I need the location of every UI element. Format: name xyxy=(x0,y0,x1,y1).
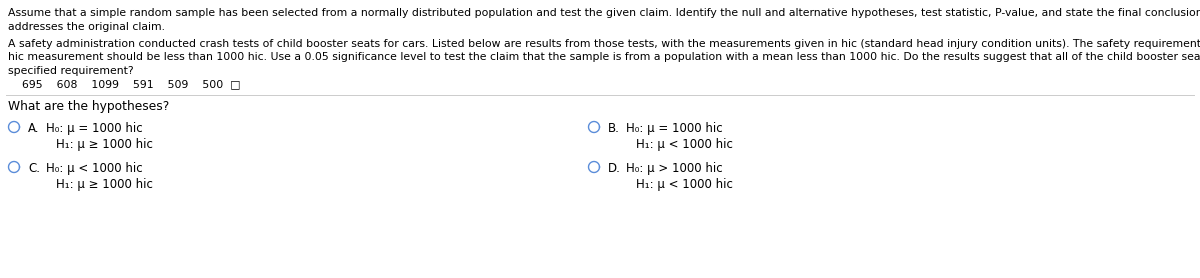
Text: H₀: μ > 1000 hic: H₀: μ > 1000 hic xyxy=(626,162,722,175)
Text: B.: B. xyxy=(608,122,620,135)
Text: Assume that a simple random sample has been selected from a normally distributed: Assume that a simple random sample has b… xyxy=(8,8,1200,18)
Text: H₀: μ = 1000 hic: H₀: μ = 1000 hic xyxy=(626,122,722,135)
Text: H₁: μ ≥ 1000 hic: H₁: μ ≥ 1000 hic xyxy=(56,138,152,151)
Text: A.: A. xyxy=(28,122,40,135)
Text: H₁: μ < 1000 hic: H₁: μ < 1000 hic xyxy=(636,138,733,151)
Text: 695    608    1099    591    509    500  □: 695 608 1099 591 509 500 □ xyxy=(8,80,240,90)
Text: specified requirement?: specified requirement? xyxy=(8,66,133,76)
Text: H₁: μ ≥ 1000 hic: H₁: μ ≥ 1000 hic xyxy=(56,178,152,191)
Text: hic measurement should be less than 1000 hic. Use a 0.05 significance level to t: hic measurement should be less than 1000… xyxy=(8,53,1200,63)
Text: addresses the original claim.: addresses the original claim. xyxy=(8,21,166,31)
Text: H₁: μ < 1000 hic: H₁: μ < 1000 hic xyxy=(636,178,733,191)
Text: A safety administration conducted crash tests of child booster seats for cars. L: A safety administration conducted crash … xyxy=(8,39,1200,49)
Text: H₀: μ = 1000 hic: H₀: μ = 1000 hic xyxy=(46,122,143,135)
Text: D.: D. xyxy=(608,162,620,175)
Text: C.: C. xyxy=(28,162,40,175)
Text: What are the hypotheses?: What are the hypotheses? xyxy=(8,100,169,113)
Text: H₀: μ < 1000 hic: H₀: μ < 1000 hic xyxy=(46,162,143,175)
